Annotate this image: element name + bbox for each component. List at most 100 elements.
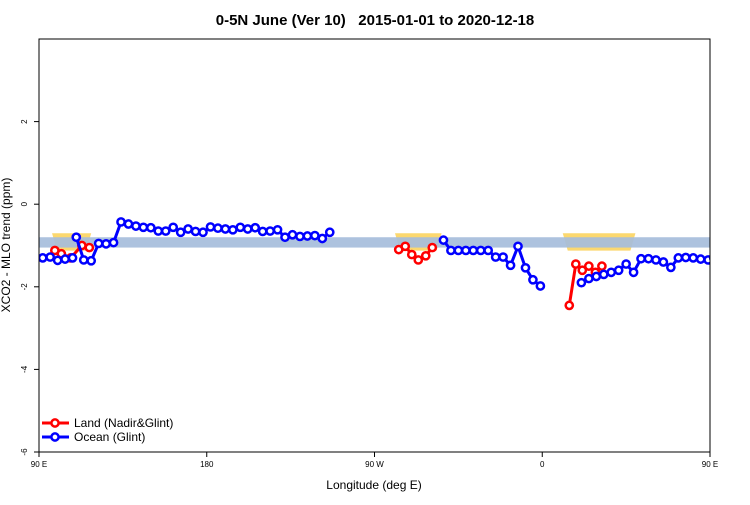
ocean-point	[108, 237, 119, 248]
legend-ocean-marker	[50, 432, 60, 442]
ocean-point	[446, 245, 456, 256]
ocean-point	[453, 245, 464, 256]
land-point	[738, 254, 745, 261]
ocean-point	[287, 229, 298, 240]
ocean-point	[606, 267, 617, 278]
ocean-point	[116, 217, 126, 227]
ocean-point	[666, 262, 676, 273]
ocean-point	[513, 241, 523, 252]
ocean-point	[131, 221, 141, 231]
legend-land-marker	[50, 418, 60, 428]
ocean-point	[242, 224, 253, 234]
land-point	[84, 242, 95, 253]
ocean-point	[505, 260, 516, 271]
ocean-point	[265, 226, 275, 236]
ocean-point	[78, 255, 89, 265]
ocean-point	[213, 223, 223, 234]
ocean-point	[483, 245, 494, 256]
ocean-point	[703, 255, 710, 265]
ocean-point	[183, 224, 193, 234]
land-region-3	[723, 233, 750, 250]
ocean-series-line	[714, 257, 744, 260]
y-tick-label: 0	[20, 201, 29, 206]
ocean-point	[475, 245, 486, 256]
land-point	[583, 261, 594, 271]
legend-ocean-label: Ocean (Glint)	[74, 430, 145, 444]
reference-band	[39, 237, 710, 248]
ocean-point	[598, 269, 609, 280]
ocean-point	[295, 231, 305, 242]
ocean-point	[673, 253, 684, 263]
ocean-point	[302, 231, 313, 241]
x-tick-label: 90 E	[31, 460, 47, 469]
ocean-point	[101, 238, 111, 249]
land-point	[597, 261, 607, 271]
land-point	[570, 259, 581, 269]
ocean-point	[190, 226, 201, 237]
ocean-point	[613, 265, 624, 276]
land-point	[400, 241, 411, 252]
ocean-point	[621, 259, 631, 269]
ocean-point	[576, 277, 587, 288]
x-axis-label: Longitude (deg E)	[326, 478, 421, 492]
ocean-point	[310, 230, 320, 241]
x-tick-label: 90 E	[702, 460, 718, 469]
legend-land-label: Land (Nadir&Glint)	[74, 416, 173, 430]
x-tick-label: 90 W	[365, 460, 384, 469]
ocean-point	[175, 227, 186, 238]
ocean-point	[257, 226, 268, 237]
ocean-point	[317, 233, 328, 244]
ocean-point	[280, 232, 290, 243]
x-tick-label: 180	[200, 460, 214, 469]
ocean-point	[86, 255, 97, 266]
ocean-point	[744, 234, 750, 241]
ocean-point	[636, 253, 646, 264]
y-tick-label: -2	[20, 283, 29, 291]
y-tick-label: 2	[20, 119, 29, 124]
ocean-point	[468, 245, 479, 256]
ocean-point	[628, 267, 639, 278]
ocean-point	[93, 238, 104, 249]
land-point	[729, 250, 736, 257]
ocean-point	[324, 227, 335, 238]
ocean-point	[198, 227, 208, 238]
ocean-point	[153, 226, 164, 236]
land-point	[420, 250, 431, 261]
ocean-point	[583, 273, 594, 284]
ocean-point	[71, 232, 82, 243]
ocean-point	[52, 255, 63, 266]
ocean-point	[680, 252, 691, 263]
ocean-point	[60, 254, 70, 264]
legend: Land (Nadir&Glint) Ocean (Glint)	[42, 416, 173, 444]
land-series-line	[726, 246, 750, 258]
x-tick-label: 0	[540, 460, 545, 469]
ocean-point	[145, 222, 156, 233]
y-axis-label: XCO2 - MLO trend (ppm)	[0, 178, 13, 313]
ocean-point	[591, 271, 602, 282]
ocean-point	[205, 222, 216, 232]
ocean-point	[658, 257, 669, 267]
ocean-point	[67, 253, 78, 263]
ocean-point	[39, 253, 48, 263]
ocean-point	[718, 253, 725, 260]
ocean-point	[695, 254, 706, 264]
ocean-point	[160, 226, 171, 236]
ocean-point	[651, 255, 661, 265]
land-point	[722, 247, 729, 254]
ocean-point	[535, 281, 546, 291]
land-point	[427, 242, 438, 253]
ocean-point	[272, 224, 283, 235]
ocean-point	[528, 274, 538, 285]
ocean-point	[227, 224, 238, 235]
ocean-point	[438, 235, 449, 245]
ocean-point	[740, 254, 747, 261]
ocean-point	[732, 256, 739, 263]
land-point	[577, 265, 588, 276]
ocean-point	[460, 245, 471, 256]
ocean-point	[250, 222, 261, 233]
ocean-point	[520, 262, 531, 273]
y-tick-label: -6	[20, 448, 29, 456]
ocean-point	[235, 222, 246, 233]
ocean-point	[123, 219, 134, 229]
